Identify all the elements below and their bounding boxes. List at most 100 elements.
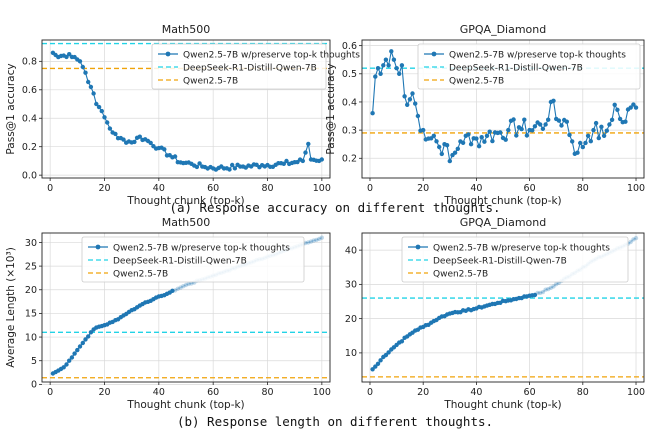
panel-len_math: 0 20 40 60 80 100 0 5 10 15 20 25 30 Math500 Thought c… <box>5 216 331 411</box>
data-point <box>623 119 628 124</box>
y-tick-label: 10 <box>345 348 357 359</box>
legend-label: DeepSeek-R1-Distill-Qwen-7B <box>433 256 567 266</box>
data-point <box>399 63 405 68</box>
legend-label: Qwen2.5-7B <box>113 269 168 279</box>
data-point <box>314 237 319 243</box>
caption-a: (a) Response accuracy on different thoug… <box>169 200 500 215</box>
y-tick-label: 0.2 <box>342 154 357 165</box>
y-tick-label: 0.2 <box>22 142 37 153</box>
legend: Qwen2.5-7B w/preserve top-k thoughts Deep… <box>417 43 641 90</box>
data-point <box>113 131 118 137</box>
legend: Qwen2.5-7B w/preserve top-k thoughts Deep… <box>151 43 360 90</box>
data-point <box>194 164 200 170</box>
data-point <box>370 367 375 372</box>
y-tick-label: 10 <box>25 332 37 343</box>
y-tick-label: 5 <box>31 356 37 367</box>
data-point <box>601 133 607 138</box>
data-point <box>86 334 91 339</box>
legend-label: DeepSeek-R1-Distill-Qwen-7B <box>449 63 583 73</box>
caption-b: (b) Response length on different thought… <box>177 414 493 429</box>
y-tick-label: 20 <box>345 314 357 325</box>
data-point <box>532 292 538 298</box>
data-point <box>121 137 126 142</box>
data-point <box>137 134 142 139</box>
data-point <box>546 117 551 122</box>
x-tick-label: 80 <box>261 387 273 398</box>
y-tick-label: 0.6 <box>342 41 357 52</box>
data-point <box>80 340 85 346</box>
data-point <box>519 126 524 132</box>
x-tick-label: 60 <box>207 387 219 398</box>
data-point <box>383 57 389 62</box>
data-point <box>319 235 324 240</box>
x-tick-label: 40 <box>153 183 165 194</box>
data-point <box>487 129 492 134</box>
legend: Qwen2.5-7B w/preserve top-k thoughts Deep… <box>81 236 305 283</box>
data-point <box>172 288 178 293</box>
data-point <box>575 150 580 155</box>
data-point <box>530 128 535 133</box>
data-point <box>437 144 442 150</box>
data-point <box>583 140 588 146</box>
data-point <box>413 101 418 106</box>
data-point <box>300 158 305 164</box>
data-point <box>67 358 72 363</box>
x-tick-label: 20 <box>98 183 110 194</box>
data-point <box>132 139 137 145</box>
x-tick-label: 40 <box>470 183 482 194</box>
data-point <box>306 240 311 245</box>
y-tick-label: 0.5 <box>342 69 357 80</box>
y-tick-label: 15 <box>25 309 37 320</box>
x-tick-label: 40 <box>470 387 482 398</box>
data-point <box>479 135 484 140</box>
data-point <box>397 71 402 76</box>
legend-label: Qwen2.5-7B <box>433 269 488 279</box>
legend-label: DeepSeek-R1-Distill-Qwen-7B <box>183 63 317 73</box>
data-point <box>375 361 381 366</box>
data-point <box>522 117 527 122</box>
y-tick-label: 40 <box>345 245 357 256</box>
data-point <box>551 284 556 289</box>
data-point <box>102 115 107 120</box>
data-point <box>604 128 609 133</box>
data-point <box>61 365 66 370</box>
data-point <box>99 108 104 114</box>
data-point <box>86 79 91 85</box>
legend-label: Qwen2.5-7B w/preserve top-k thoughts <box>183 50 360 60</box>
axes-frame <box>361 39 645 179</box>
y-tick-label: 30 <box>345 280 357 291</box>
data-point <box>72 351 77 356</box>
x-axis-label: Thought chunk (top-k) <box>443 399 561 411</box>
data-point <box>439 151 444 157</box>
data-point <box>431 133 436 138</box>
data-point <box>316 236 322 242</box>
legend-box <box>81 236 305 283</box>
data-point <box>162 147 167 152</box>
data-point <box>227 167 232 172</box>
data-point <box>609 117 615 123</box>
data-point <box>381 63 386 68</box>
data-point <box>540 289 546 295</box>
data-point <box>543 287 548 292</box>
data-point <box>232 166 238 171</box>
data-point <box>551 98 556 103</box>
data-point <box>281 161 286 166</box>
data-point <box>591 127 596 133</box>
x-tick-label: 80 <box>577 387 589 398</box>
data-point <box>370 111 375 116</box>
data-point <box>452 150 458 155</box>
series-line <box>372 294 535 370</box>
x-tick-label: 80 <box>577 183 589 194</box>
y-axis-label: Average Length (×10³) <box>5 247 17 368</box>
data-point <box>546 286 551 292</box>
data-point <box>476 144 482 149</box>
legend-label: Qwen2.5-7B w/preserve top-k thoughts <box>113 243 290 253</box>
x-axis-label: Thought chunk (top-k) <box>126 195 244 207</box>
y-tick-label: 0.6 <box>22 85 37 96</box>
axes-frame <box>361 232 645 383</box>
data-point <box>543 122 548 127</box>
data-point <box>407 97 413 102</box>
y-tick-label: 0.4 <box>342 97 357 108</box>
data-point <box>511 117 516 122</box>
